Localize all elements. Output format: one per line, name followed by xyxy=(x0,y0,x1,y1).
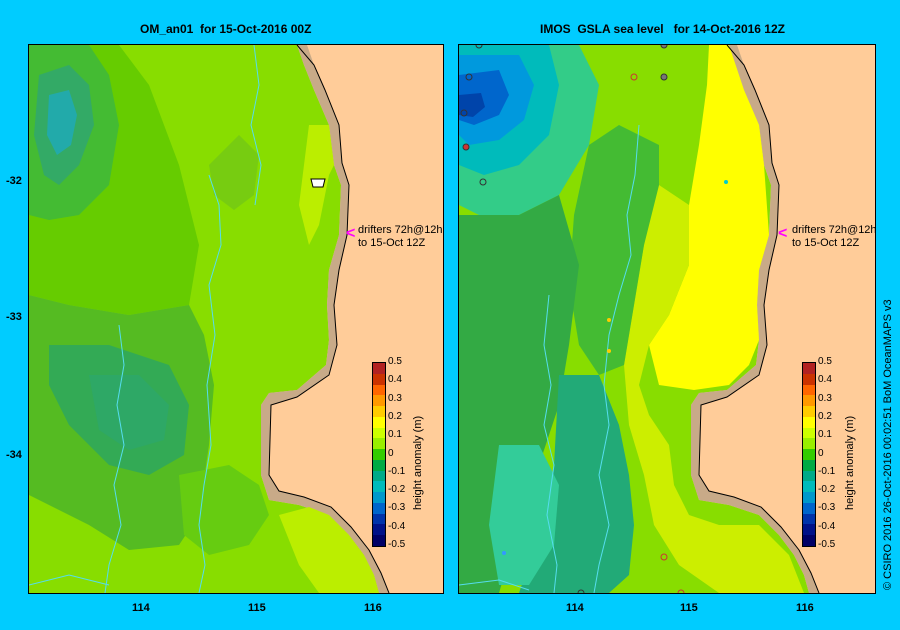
colorbar-tick-label: 0.5 xyxy=(388,356,402,367)
colorbar-swatch xyxy=(373,373,385,385)
colorbar-tick-label: 0.1 xyxy=(818,429,832,441)
lon-tick-left-3: 116 xyxy=(364,602,382,614)
colorbar-tick-label: -0.5 xyxy=(818,539,836,550)
colorbar-swatch xyxy=(803,524,815,535)
colorbar-tick-label: 0.2 xyxy=(388,410,402,422)
colorbar-swatch xyxy=(373,459,385,471)
credit-text: © CSIRO 2016 26-Oct-2016 00:02:51 BoM Oc… xyxy=(882,299,894,590)
colorbar-tick-label: -0.3 xyxy=(388,502,406,514)
colorbar-swatch xyxy=(803,416,815,428)
lon-tick-right-2: 115 xyxy=(680,602,698,614)
colorbar-tick-label: 0.3 xyxy=(388,392,402,404)
colorbar-swatch xyxy=(803,459,815,471)
drifter-arrow-icon-right: < xyxy=(778,225,788,242)
colorbar-swatch xyxy=(373,438,385,449)
colorbar-tick-label: 0.4 xyxy=(388,374,402,386)
right-panel-title: IMOS GSLA sea level for 14-Oct-2016 12Z xyxy=(540,22,785,36)
lat-tick-1: -32 xyxy=(6,175,22,187)
lon-tick-left-1: 114 xyxy=(132,602,150,614)
colorbar-tick-label: -0.1 xyxy=(818,465,836,477)
colorbar-tick-label: 0.2 xyxy=(818,410,832,422)
colorbar-tick-label: 0.4 xyxy=(818,374,832,386)
lat-tick-2: -33 xyxy=(6,311,22,323)
lon-tick-right-3: 116 xyxy=(796,602,814,614)
colorbar-swatch xyxy=(373,524,385,535)
colorbar-swatch xyxy=(803,384,815,396)
colorbar-swatch xyxy=(803,535,815,546)
colorbar-tick-label: -0.3 xyxy=(818,502,836,514)
drifter-arrow-icon-left: < xyxy=(346,225,356,242)
colorbar-swatch xyxy=(373,481,385,492)
colorbar-swatch xyxy=(803,513,815,525)
colorbar-tick-label: 0.1 xyxy=(388,429,402,441)
colorbar-tick-label: -0.2 xyxy=(818,484,836,496)
colorbar-right xyxy=(802,362,816,547)
colorbar-swatch xyxy=(373,363,385,374)
colorbar-left-title: height anomaly (m) xyxy=(412,415,424,510)
colorbar-swatch xyxy=(373,384,385,396)
colorbar-swatch xyxy=(373,395,385,406)
colorbar-swatch xyxy=(373,535,385,546)
colorbar-tick-label: -0.1 xyxy=(388,465,406,477)
colorbar-swatch xyxy=(803,481,815,492)
colorbar-left xyxy=(372,362,386,547)
colorbar-tick-label: -0.2 xyxy=(388,484,406,496)
drifter-note-left: drifters 72h@12h to 15-Oct 12Z xyxy=(358,224,443,249)
colorbar-swatch xyxy=(803,449,815,460)
colorbar-swatch xyxy=(803,492,815,503)
colorbar-swatch xyxy=(373,502,385,514)
colorbar-swatch xyxy=(803,438,815,449)
colorbar-swatch xyxy=(373,416,385,428)
lat-tick-3: -34 xyxy=(6,449,22,461)
colorbar-swatch xyxy=(373,513,385,525)
colorbar-tick-label: 0.3 xyxy=(818,392,832,404)
colorbar-right-title: height anomaly (m) xyxy=(844,415,856,510)
colorbar-swatch xyxy=(803,363,815,374)
lon-tick-left-2: 115 xyxy=(248,602,266,614)
colorbar-tick-label: -0.4 xyxy=(818,520,836,532)
colorbar-swatch xyxy=(373,406,385,417)
colorbar-swatch xyxy=(803,470,815,482)
colorbar-tick-label: 0 xyxy=(818,447,824,459)
colorbar-swatch xyxy=(803,373,815,385)
lon-tick-right-1: 114 xyxy=(566,602,584,614)
colorbar-swatch xyxy=(803,406,815,417)
colorbar-tick-label: -0.5 xyxy=(388,539,406,550)
colorbar-swatch xyxy=(373,449,385,460)
colorbar-swatch xyxy=(803,502,815,514)
drifter-note-right: drifters 72h@12h to 15-Oct 12Z xyxy=(792,224,877,249)
colorbar-swatch xyxy=(373,492,385,503)
colorbar-swatch xyxy=(803,427,815,439)
colorbar-swatch xyxy=(373,427,385,439)
left-panel-title: OM_an01 for 15-Oct-2016 00Z xyxy=(140,22,312,36)
colorbar-tick-label: 0.5 xyxy=(818,356,832,367)
colorbar-tick-label: 0 xyxy=(388,447,394,459)
colorbar-tick-label: -0.4 xyxy=(388,520,406,532)
colorbar-swatch xyxy=(803,395,815,406)
left-map[interactable] xyxy=(28,44,444,594)
colorbar-swatch xyxy=(373,470,385,482)
